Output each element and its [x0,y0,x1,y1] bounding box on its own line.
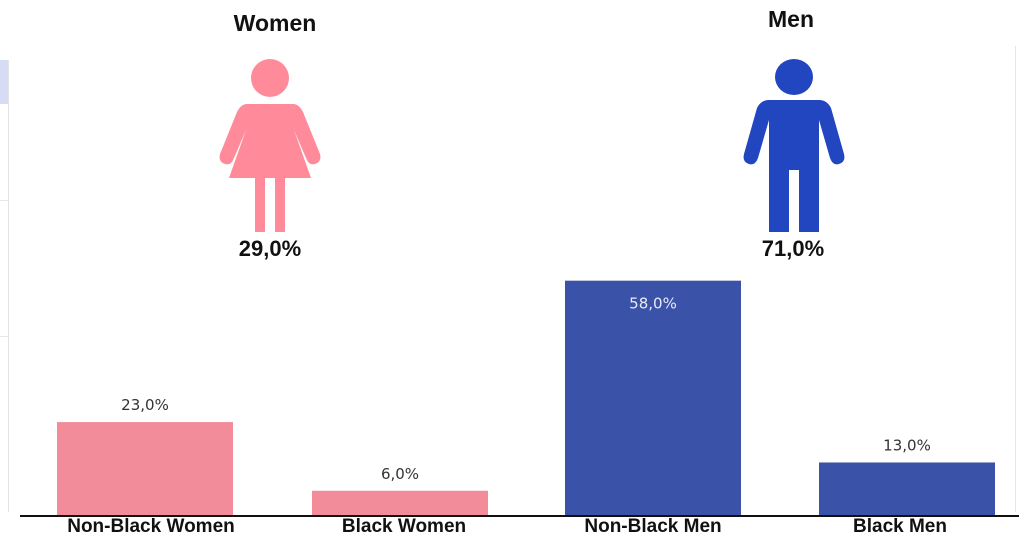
bar [565,280,741,515]
women-title: Women [233,10,317,36]
left-panel-edge [0,60,9,512]
category-label: Non-Black Men [584,516,722,537]
category-label: Non-Black Women [67,516,235,537]
category-label: Black Men [853,516,947,537]
bar [312,490,488,515]
bar [819,462,995,515]
right-panel-edge [1015,46,1019,512]
left-panel-accent [0,60,8,104]
men-percent: 71,0% [761,236,825,261]
bar-value-label: 6,0% [381,465,419,483]
bar-value-label: 23,0% [121,396,169,414]
bar-value-label: 58,0% [629,295,677,313]
bar-value-label: 13,0% [883,436,931,454]
man-icon [743,59,845,232]
left-panel-divider [0,200,8,201]
left-panel-divider [0,336,8,337]
men-title: Men [768,6,814,32]
category-label: Black Women [341,516,467,537]
bar [57,422,233,515]
women-percent: 29,0% [238,236,302,261]
woman-icon [219,59,321,232]
